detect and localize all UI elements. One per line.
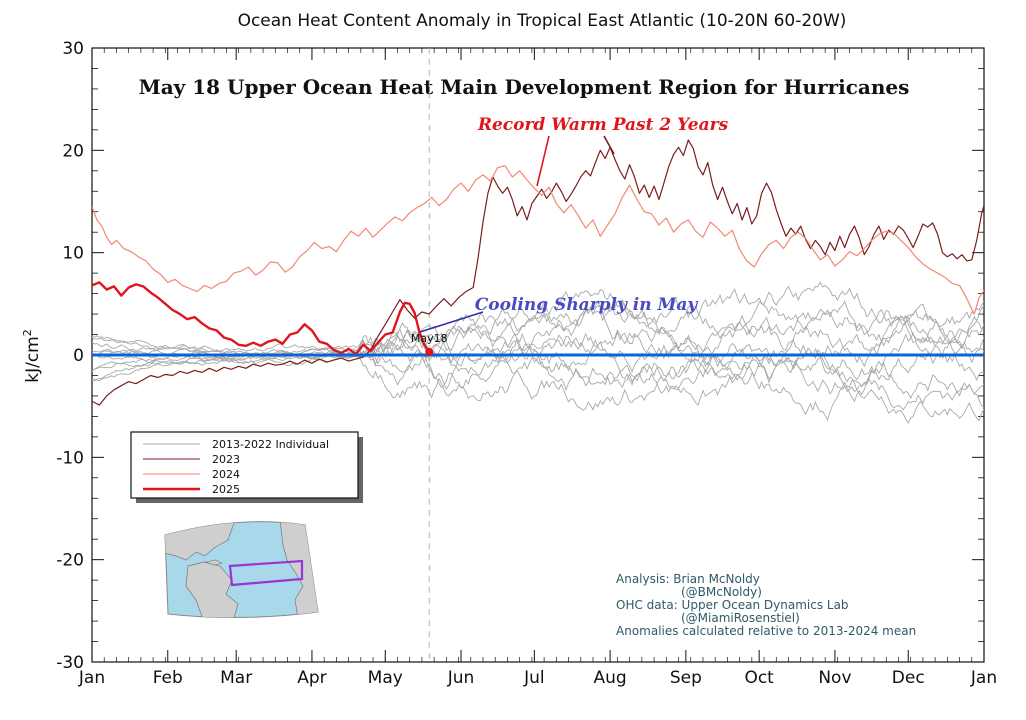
x-tick-label: Oct <box>744 668 774 688</box>
individual-year-line <box>92 314 984 368</box>
y-axis-label: kJ/cm2 <box>21 329 43 383</box>
legend-label: 2013-2022 Individual <box>212 438 329 451</box>
x-tick-label: Sep <box>670 668 702 688</box>
series-line-2025 <box>92 281 431 356</box>
x-tick-label: Jul <box>523 668 545 688</box>
chart-subtitle: May 18 Upper Ocean Heat Main Development… <box>139 75 910 99</box>
x-tick-label: Mar <box>220 668 252 688</box>
individual-year-line <box>92 332 984 424</box>
record-warm-arrow-2023 <box>536 135 550 187</box>
y-tick-label: 30 <box>62 39 84 59</box>
x-tick-label: Apr <box>297 668 326 688</box>
legend-box <box>130 431 359 499</box>
x-tick-label: Jan <box>970 668 997 688</box>
x-tick-label: Feb <box>153 668 183 688</box>
individual-year-line <box>92 299 984 383</box>
highlight-series-lines <box>92 139 984 406</box>
legend-label: 2023 <box>212 453 240 466</box>
cooling-arrow <box>419 311 484 333</box>
x-tick-label: Jan <box>78 668 105 688</box>
y-tick-label: 20 <box>62 141 84 161</box>
x-tick-label: Dec <box>892 668 925 688</box>
individual-year-line <box>92 288 984 372</box>
cooling-annotation: Cooling Sharply in May <box>475 295 699 315</box>
credits-block: Analysis: Brian McNoldy (@BMcNoldy) OHC … <box>616 572 916 638</box>
y-tick-label: 0 <box>73 346 84 366</box>
x-tick-label: Jun <box>447 668 475 688</box>
credit-data: OHC data: Upper Ocean Dynamics Lab <box>616 598 849 612</box>
x-tick-label: May <box>368 668 403 688</box>
series-line-2023 <box>92 139 984 406</box>
inset-region-map <box>164 521 319 619</box>
credit-baseline: Anomalies calculated relative to 2013-20… <box>616 624 916 638</box>
record-warm-annotation: Record Warm Past 2 Years <box>477 115 729 135</box>
individual-year-line <box>92 328 984 411</box>
x-tick-label: Aug <box>593 668 626 688</box>
legend-label: 2025 <box>212 483 240 496</box>
legend-label: 2024 <box>212 468 240 481</box>
axis-ticks <box>91 47 985 663</box>
y-tick-label: -30 <box>56 653 84 673</box>
y-tick-label: -10 <box>56 448 84 468</box>
legend: 2013-2022 Individual 2023 2024 2025 <box>130 431 363 503</box>
chart-title: Ocean Heat Content Anomaly in Tropical E… <box>238 11 847 31</box>
x-tick-label: Nov <box>818 668 851 688</box>
credit-analysis-handle: (@BMcNoldy) <box>681 585 762 599</box>
individual-year-line <box>92 305 984 400</box>
y-tick-label: 10 <box>62 244 84 264</box>
may18-marker-label: May18 <box>411 332 448 345</box>
series-line-2024 <box>92 165 984 315</box>
credit-analysis: Analysis: Brian McNoldy <box>616 572 760 586</box>
may18-marker <box>425 347 434 356</box>
credit-data-handle: (@MiamiRosenstiel) <box>681 611 800 625</box>
record-warm-arrow-2024 <box>603 135 615 155</box>
individual-year-line <box>92 338 984 422</box>
mdr-region-box <box>228 559 304 587</box>
y-tick-label: -20 <box>56 551 84 571</box>
